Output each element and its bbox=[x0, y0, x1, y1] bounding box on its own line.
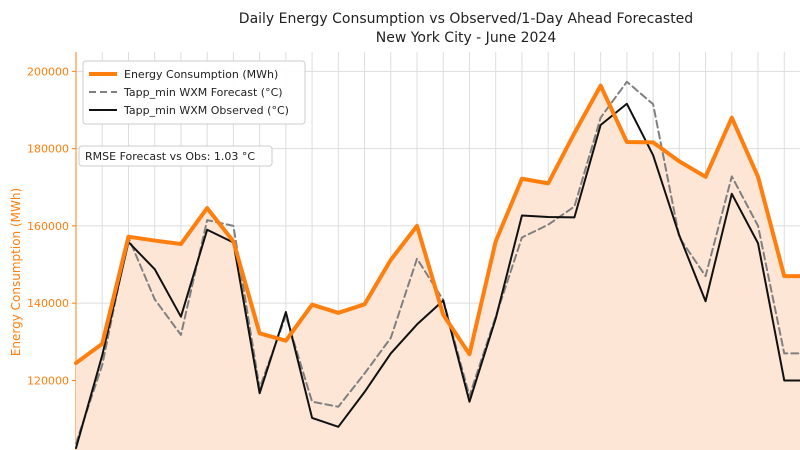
series-lines bbox=[74, 80, 800, 450]
annotation-box bbox=[78, 145, 273, 167]
legend-box bbox=[82, 60, 306, 125]
y-tick-label: 160000 bbox=[27, 220, 69, 233]
legend: Energy Consumption (MWh) Tapp_min WXM Fo… bbox=[82, 60, 306, 125]
chart-subtitle: New York City - June 2024 bbox=[376, 30, 557, 46]
legend-label-energy: Energy Consumption (MWh) bbox=[124, 68, 278, 81]
y-axis-ticks: 120000 140000 160000 180000 200000 bbox=[27, 65, 76, 387]
y-tick-label: 180000 bbox=[27, 143, 69, 156]
legend-label-observed: Tapp_min WXM Observed (°C) bbox=[123, 104, 289, 117]
annotation-text: RMSE Forecast vs Obs: 1.03 °C bbox=[85, 150, 255, 163]
y-tick-label: 140000 bbox=[27, 297, 69, 310]
area-fill bbox=[76, 85, 800, 450]
rmse-annotation: RMSE Forecast vs Obs: 1.03 °C bbox=[78, 145, 273, 167]
observed-line bbox=[75, 102, 800, 450]
legend-label-forecast: Tapp_min WXM Forecast (°C) bbox=[123, 86, 283, 99]
y-tick-label: 200000 bbox=[27, 65, 69, 78]
y-axis-label: Energy Consumption (MWh) bbox=[9, 188, 23, 356]
chart-title: Daily Energy Consumption vs Observed/1-D… bbox=[239, 11, 693, 27]
energy-line bbox=[74, 83, 800, 366]
y-tick-label: 120000 bbox=[27, 374, 69, 387]
energy-area-fill bbox=[76, 85, 800, 450]
